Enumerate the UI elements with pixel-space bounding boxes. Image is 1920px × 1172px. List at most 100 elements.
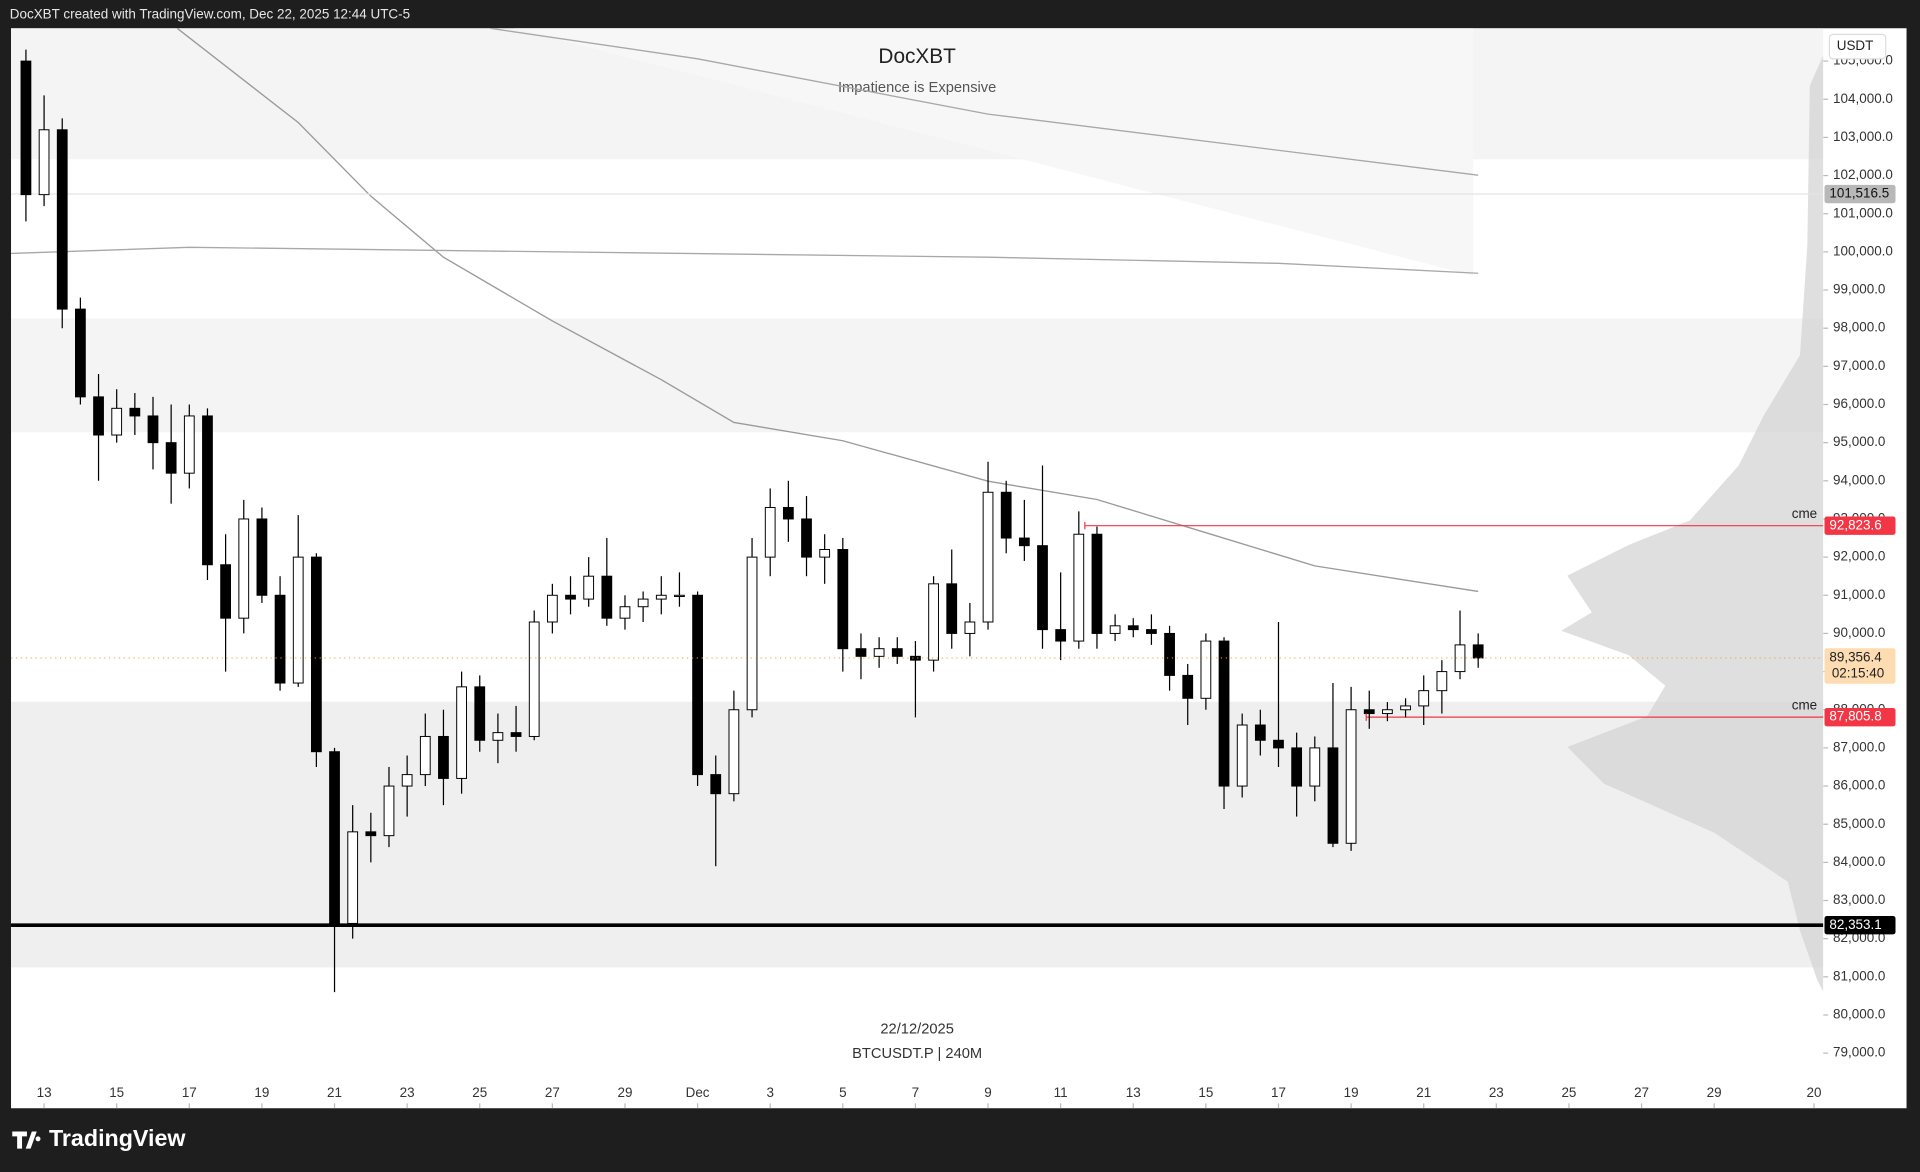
current-price-label: 89,356.4 (1829, 650, 1882, 665)
candle-body (1236, 724, 1248, 787)
x-tick-label: 13 (37, 1085, 52, 1100)
candle-body (782, 507, 794, 520)
candle-body (1164, 632, 1175, 676)
axis-unit: USDT (1837, 38, 1874, 53)
candle-body (510, 732, 522, 737)
candle-body (528, 621, 540, 737)
moving-average (176, 28, 1479, 593)
candle-body (873, 648, 885, 657)
y-tick-label: 81,000.0 (1833, 968, 1885, 983)
candle-body (147, 415, 159, 444)
candle-body (419, 735, 431, 776)
candle-body (329, 751, 340, 924)
candle-body (1000, 491, 1012, 539)
candle-body (238, 518, 250, 619)
candle-body (601, 575, 613, 619)
x-tick-label: 27 (1634, 1085, 1649, 1100)
candle-body (746, 556, 758, 711)
candle-body (202, 415, 213, 566)
band (11, 701, 1824, 968)
x-tick-label: 29 (617, 1085, 632, 1100)
level-note: cme (1792, 506, 1817, 521)
candle-body (1382, 709, 1393, 715)
header-text: DocXBT created with TradingView.com, Dec… (10, 6, 410, 21)
x-tick-label: 3 (766, 1085, 773, 1100)
y-tick-label: 94,000.0 (1833, 472, 1885, 487)
x-tick-label: 25 (472, 1085, 487, 1100)
y-tick-label: 99,000.0 (1833, 282, 1885, 297)
candle-body (220, 564, 231, 619)
candle-body (365, 831, 377, 837)
x-tick-label: 17 (1271, 1085, 1286, 1100)
candle-body (1418, 690, 1430, 707)
candle-body (1436, 671, 1448, 692)
y-tick-label: 80,000.0 (1833, 1007, 1885, 1022)
level-note: cme (1792, 698, 1817, 713)
candle-body (891, 648, 903, 657)
y-tick-label: 91,000.0 (1833, 587, 1885, 602)
price-label: 92,823.6 (1829, 517, 1881, 532)
x-tick-label: 7 (912, 1085, 919, 1100)
candle-body (56, 129, 68, 310)
candle-body (383, 785, 395, 837)
candle-body (1037, 545, 1048, 631)
candle-body (1291, 747, 1303, 787)
y-tick-label: 101,000.0 (1833, 205, 1893, 220)
candle-body (946, 583, 958, 634)
y-tick-label: 96,000.0 (1833, 396, 1885, 411)
y-tick-label: 83,000.0 (1833, 892, 1885, 907)
candle-body (1073, 533, 1085, 642)
candle-body (93, 396, 104, 436)
x-tick-label: 15 (109, 1085, 124, 1100)
x-tick-label: 19 (1344, 1085, 1359, 1100)
candle-body (1182, 674, 1194, 699)
y-tick-label: 104,000.0 (1833, 91, 1893, 106)
candle-body (20, 60, 32, 196)
candle-body (347, 831, 359, 924)
candle-body (1200, 640, 1212, 699)
candle-body (710, 774, 722, 795)
x-tick-label: Dec (686, 1085, 710, 1100)
y-tick-label: 92,000.0 (1833, 549, 1885, 564)
y-tick-label: 103,000.0 (1833, 129, 1893, 144)
candle-body (401, 774, 413, 787)
y-tick-label: 84,000.0 (1833, 854, 1885, 869)
y-tick-label: 85,000.0 (1833, 816, 1885, 831)
x-tick-label: 9 (984, 1085, 991, 1100)
chart-subtitle: Impatience is Expensive (838, 80, 996, 96)
candle-body (75, 308, 86, 398)
x-tick-label: 11 (1054, 1085, 1068, 1100)
x-tick-label: 25 (1561, 1085, 1576, 1100)
candle-body (1327, 747, 1339, 844)
candle-body (1363, 709, 1375, 715)
candle-body (1055, 629, 1067, 642)
candle-body (1309, 747, 1321, 787)
background-bands (11, 28, 1824, 992)
candle-body (619, 606, 631, 619)
candle-body (964, 621, 976, 634)
x-tick-label: 21 (327, 1085, 342, 1100)
candle-body (1400, 705, 1411, 711)
y-tick-label: 95,000.0 (1833, 434, 1885, 449)
y-tick-label: 90,000.0 (1833, 625, 1885, 640)
candle-body (801, 518, 812, 558)
brand: TradingView (49, 1125, 186, 1151)
candle-body (492, 732, 504, 741)
symbol-label: BTCUSDT.P | 240M (852, 1046, 982, 1062)
x-tick-label: 20 (1807, 1085, 1822, 1100)
candle-body (837, 549, 849, 650)
price-label-box (1824, 516, 1896, 535)
plot (11, 28, 1824, 993)
x-tick-label: 23 (1489, 1085, 1504, 1100)
candle-body (1109, 625, 1121, 634)
candle-body (855, 648, 867, 657)
candle-body (583, 575, 595, 600)
candle-body (310, 556, 322, 753)
price-label-box (1824, 916, 1896, 935)
candle-body (565, 594, 576, 600)
candle-body (637, 598, 649, 608)
x-tick-label: 17 (182, 1085, 197, 1100)
candle-body (1218, 640, 1230, 787)
